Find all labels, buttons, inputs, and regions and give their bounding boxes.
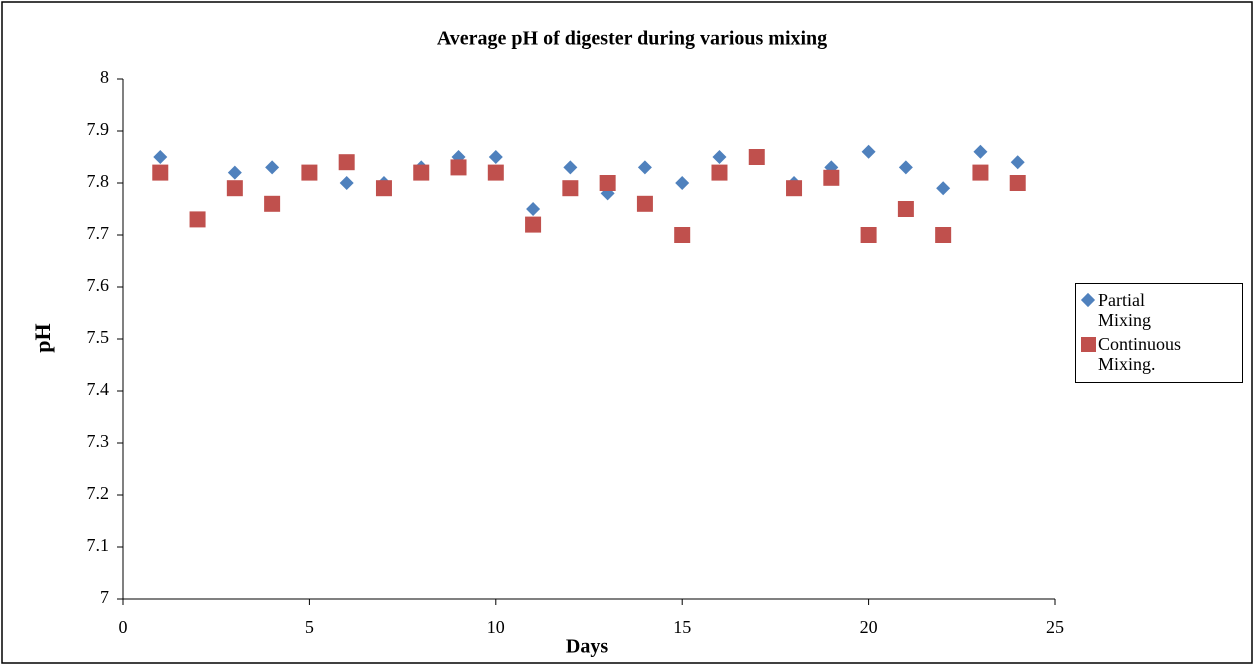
y-tick-label: 7: [100, 587, 109, 607]
x-tick-label: 10: [487, 617, 505, 637]
y-tick-label: 7.9: [87, 119, 110, 139]
data-point: [301, 164, 318, 181]
y-axis-title: pH: [30, 323, 55, 352]
data-point: [265, 160, 280, 175]
data-point: [488, 150, 503, 164]
x-tick-label: 15: [673, 617, 691, 637]
legend-label: Partial Mixing: [1098, 290, 1152, 330]
data-point: [375, 180, 392, 197]
data-point: [562, 180, 579, 197]
legend: Partial Mixing Continuous Mixing.: [1075, 283, 1243, 383]
data-point: [861, 144, 876, 159]
data-point: [935, 227, 952, 243]
data-point: [526, 202, 541, 216]
data-point: [973, 144, 988, 159]
y-tick-label: 8: [100, 67, 109, 87]
data-point: [898, 160, 913, 175]
y-tick-label: 7.7: [87, 223, 110, 243]
y-tick-label: 7.1: [87, 535, 110, 555]
x-tick-label: 5: [305, 617, 314, 637]
data-point: [711, 164, 728, 181]
x-tick-label: 20: [860, 617, 878, 637]
data-point: [1010, 155, 1025, 170]
y-tick-label: 7.6: [87, 275, 110, 295]
legend-symbol: [1080, 334, 1098, 354]
data-point: [152, 164, 169, 181]
data-point: [226, 180, 243, 197]
data-point: [897, 201, 914, 217]
data-point: [189, 211, 206, 228]
data-point: [823, 169, 840, 186]
data-point: [413, 164, 430, 181]
x-tick-label: 25: [1046, 617, 1064, 637]
legend-symbol: [1080, 290, 1098, 310]
chart-title: Average pH of digester during various mi…: [437, 28, 827, 50]
data-point: [1009, 175, 1026, 191]
data-point: [487, 164, 504, 181]
y-tick-label: 7.8: [87, 171, 110, 191]
y-tick-label: 7.4: [87, 379, 110, 399]
data-point: [525, 216, 542, 233]
legend-item: Partial Mixing: [1080, 290, 1242, 330]
legend-label: Continuous Mixing.: [1098, 334, 1182, 374]
x-tick-label: 0: [119, 617, 128, 637]
legend-item: Continuous Mixing.: [1080, 334, 1242, 374]
data-point: [936, 181, 951, 196]
data-point: [450, 159, 467, 176]
data-point: [264, 195, 281, 212]
y-tick-label: 7.2: [87, 483, 110, 503]
data-point: [227, 165, 242, 180]
data-point: [636, 195, 653, 212]
data-point: [748, 149, 765, 165]
data-point: [786, 180, 803, 197]
y-tick-label: 7.5: [87, 327, 110, 347]
data-point: [860, 227, 877, 243]
y-tick-label: 7.3: [87, 431, 110, 451]
data-point: [637, 160, 652, 175]
x-axis-title: Days: [566, 636, 608, 658]
data-point: [338, 154, 355, 171]
data-point: [674, 227, 691, 243]
data-point: [599, 175, 616, 191]
data-point: [712, 150, 727, 164]
data-point: [153, 150, 168, 164]
data-point: [339, 176, 354, 190]
data-point: [972, 164, 989, 181]
data-point: [675, 176, 690, 190]
data-point: [563, 160, 578, 175]
